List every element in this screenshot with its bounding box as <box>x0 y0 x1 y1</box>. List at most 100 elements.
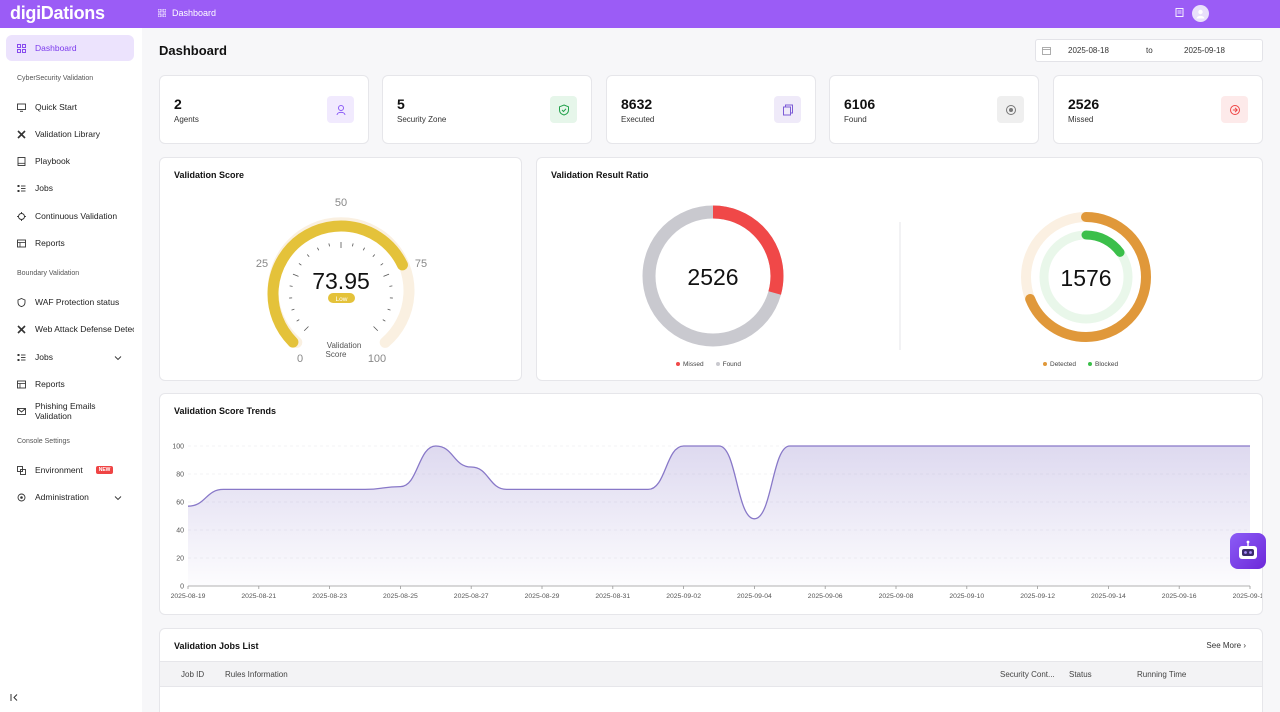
date-to-input[interactable]: 2025-09-18 <box>1184 46 1225 55</box>
gauge-tick-mark <box>380 263 384 266</box>
stat-card-agents: 2 Agents <box>159 75 369 144</box>
column-header-rules-information[interactable]: Rules Information <box>225 670 288 679</box>
mail-icon <box>17 407 26 416</box>
gauge-tick-label-25: 25 <box>256 258 268 270</box>
stat-card-executed: 8632 Executed <box>606 75 816 144</box>
card-title: Validation Jobs List <box>174 641 259 651</box>
stat-card-security-zone: 5 Security Zone <box>382 75 592 144</box>
calendar-icon <box>1042 46 1051 57</box>
sidebar-item-jobs[interactable]: Jobs <box>6 175 134 201</box>
user-icon <box>1196 9 1205 19</box>
trend-x-tick-label: 2025-08-29 <box>525 593 560 600</box>
section-console-settings: Console Settings <box>17 438 70 445</box>
stat-label: Missed <box>1068 115 1094 124</box>
gauge-tick-label-75: 75 <box>415 258 427 270</box>
monitor-icon <box>17 103 26 112</box>
donut1-legend: Missed Found <box>676 361 741 368</box>
sidebar-item-administration[interactable]: Administration <box>6 484 134 510</box>
collapse-sidebar-icon[interactable] <box>10 689 19 707</box>
assistant-bot-button[interactable] <box>1230 533 1266 569</box>
sidebar-item-boundary-jobs[interactable]: Jobs <box>6 344 134 370</box>
environment-icon <box>17 465 26 475</box>
gauge-caption-line2: Score <box>326 350 347 359</box>
grid-icon <box>158 9 166 17</box>
sidebar-item-boundary-reports[interactable]: Reports <box>6 371 134 397</box>
trend-y-tick-label: 80 <box>176 472 184 479</box>
sidebar-item-phishing-emails[interactable]: Phishing Emails Validation <box>6 398 134 424</box>
trend-y-tick-label: 100 <box>172 444 184 451</box>
gauge-tick-mark <box>362 247 365 251</box>
sidebar-item-label: WAF Protection status <box>35 297 120 307</box>
donut1-center-value: 2526 <box>687 264 738 290</box>
gauge-tick-mark <box>382 319 386 322</box>
sidebar-item-environment[interactable]: Environment NEW <box>6 457 134 483</box>
date-range-picker[interactable]: 2025-08-18 to 2025-09-18 <box>1035 39 1263 62</box>
gauge-tick-mark <box>303 326 309 332</box>
sidebar-item-label: Environment <box>35 465 83 475</box>
report-icon <box>17 380 26 389</box>
sidebar-item-dashboard[interactable]: Dashboard <box>6 35 134 61</box>
sidebar-item-reports[interactable]: Reports <box>6 230 134 256</box>
agent-icon <box>327 96 354 123</box>
stat-value: 5 <box>397 96 405 112</box>
shield-check-icon <box>550 96 577 123</box>
gauge-caption-line1: Validation <box>327 341 362 350</box>
trend-x-tick-label: 2025-09-12 <box>1020 593 1055 600</box>
gauge-tick-label-50: 50 <box>335 197 347 209</box>
gauge-tick-mark <box>298 263 302 266</box>
sidebar-item-quick-start[interactable]: Quick Start <box>6 94 134 120</box>
gauge-tick-mark <box>373 326 379 332</box>
sidebar-item-label: Playbook <box>35 156 70 166</box>
column-header-running-time[interactable]: Running Time <box>1137 670 1187 679</box>
score-gauge: 0 25 50 75 100 73.95 Low Validation Scor… <box>256 197 427 365</box>
gauge-tick-mark <box>352 243 354 247</box>
app-logo[interactable]: digiDations <box>10 3 105 23</box>
legend-item-detected[interactable]: Detected <box>1043 361 1076 368</box>
column-header-security-control[interactable]: Security Cont... <box>1000 670 1055 679</box>
grid-icon <box>17 43 26 53</box>
trend-line <box>187 445 1250 520</box>
legend-item-found[interactable]: Found <box>715 361 741 368</box>
robot-icon <box>1239 540 1257 559</box>
gauge-tick-mark <box>306 254 310 257</box>
report-icon <box>17 239 26 248</box>
sidebar-item-web-attack-defense[interactable]: Web Attack Defense Detec <box>6 316 134 342</box>
gauge-ticks <box>289 242 393 332</box>
gauge-tick-mark <box>383 273 390 277</box>
book-icon <box>17 156 26 166</box>
breadcrumb-label[interactable]: Dashboard <box>172 8 217 18</box>
stat-card-found: 6106 Found <box>829 75 1039 144</box>
sidebar-item-label: Quick Start <box>35 102 78 112</box>
chevron-down-icon <box>114 493 122 503</box>
date-from-input[interactable]: 2025-08-18 <box>1068 46 1109 55</box>
column-header-status[interactable]: Status <box>1069 670 1092 679</box>
sidebar-item-playbook[interactable]: Playbook <box>6 148 134 174</box>
new-badge: NEW <box>95 466 114 474</box>
trend-y-tick-label: 0 <box>180 584 184 591</box>
document-icon[interactable] <box>1172 5 1186 19</box>
trend-x-tick-label: 2025-09-18 <box>1233 593 1262 600</box>
sidebar-item-continuous-validation[interactable]: Continuous Validation <box>6 203 134 229</box>
gauge-tick-mark <box>292 273 299 277</box>
trend-x-tick-label: 2025-08-31 <box>595 593 630 600</box>
sidebar-item-label: Continuous Validation <box>35 211 118 221</box>
sidebar-item-label: Phishing Emails Validation <box>35 401 96 421</box>
gear-icon <box>17 493 26 502</box>
stat-value: 2526 <box>1068 96 1100 112</box>
trend-x-tick-label: 2025-09-04 <box>737 593 772 600</box>
column-header-job-id[interactable]: Job ID <box>181 670 205 679</box>
legend-item-blocked[interactable]: Blocked <box>1088 361 1118 368</box>
top-bar: digiDations Dashboard <box>0 0 1280 28</box>
see-more-link[interactable]: See More › <box>1206 641 1246 650</box>
shield-icon <box>17 297 26 307</box>
jobs-table-header: Job ID Rules Information Security Cont..… <box>160 661 1262 687</box>
card-title: Validation Score <box>174 170 245 180</box>
donut2-center-value: 1576 <box>1060 265 1111 291</box>
legend-item-missed[interactable]: Missed <box>676 361 704 368</box>
user-avatar[interactable] <box>1192 5 1209 22</box>
sidebar-item-validation-library[interactable]: Validation Library <box>6 121 134 147</box>
validation-jobs-card: Validation Jobs List See More › Job ID R… <box>159 628 1263 712</box>
stat-card-missed: 2526 Missed <box>1053 75 1263 144</box>
sidebar-item-waf-protection[interactable]: WAF Protection status <box>6 289 134 315</box>
trend-y-tick-label: 60 <box>176 500 184 507</box>
